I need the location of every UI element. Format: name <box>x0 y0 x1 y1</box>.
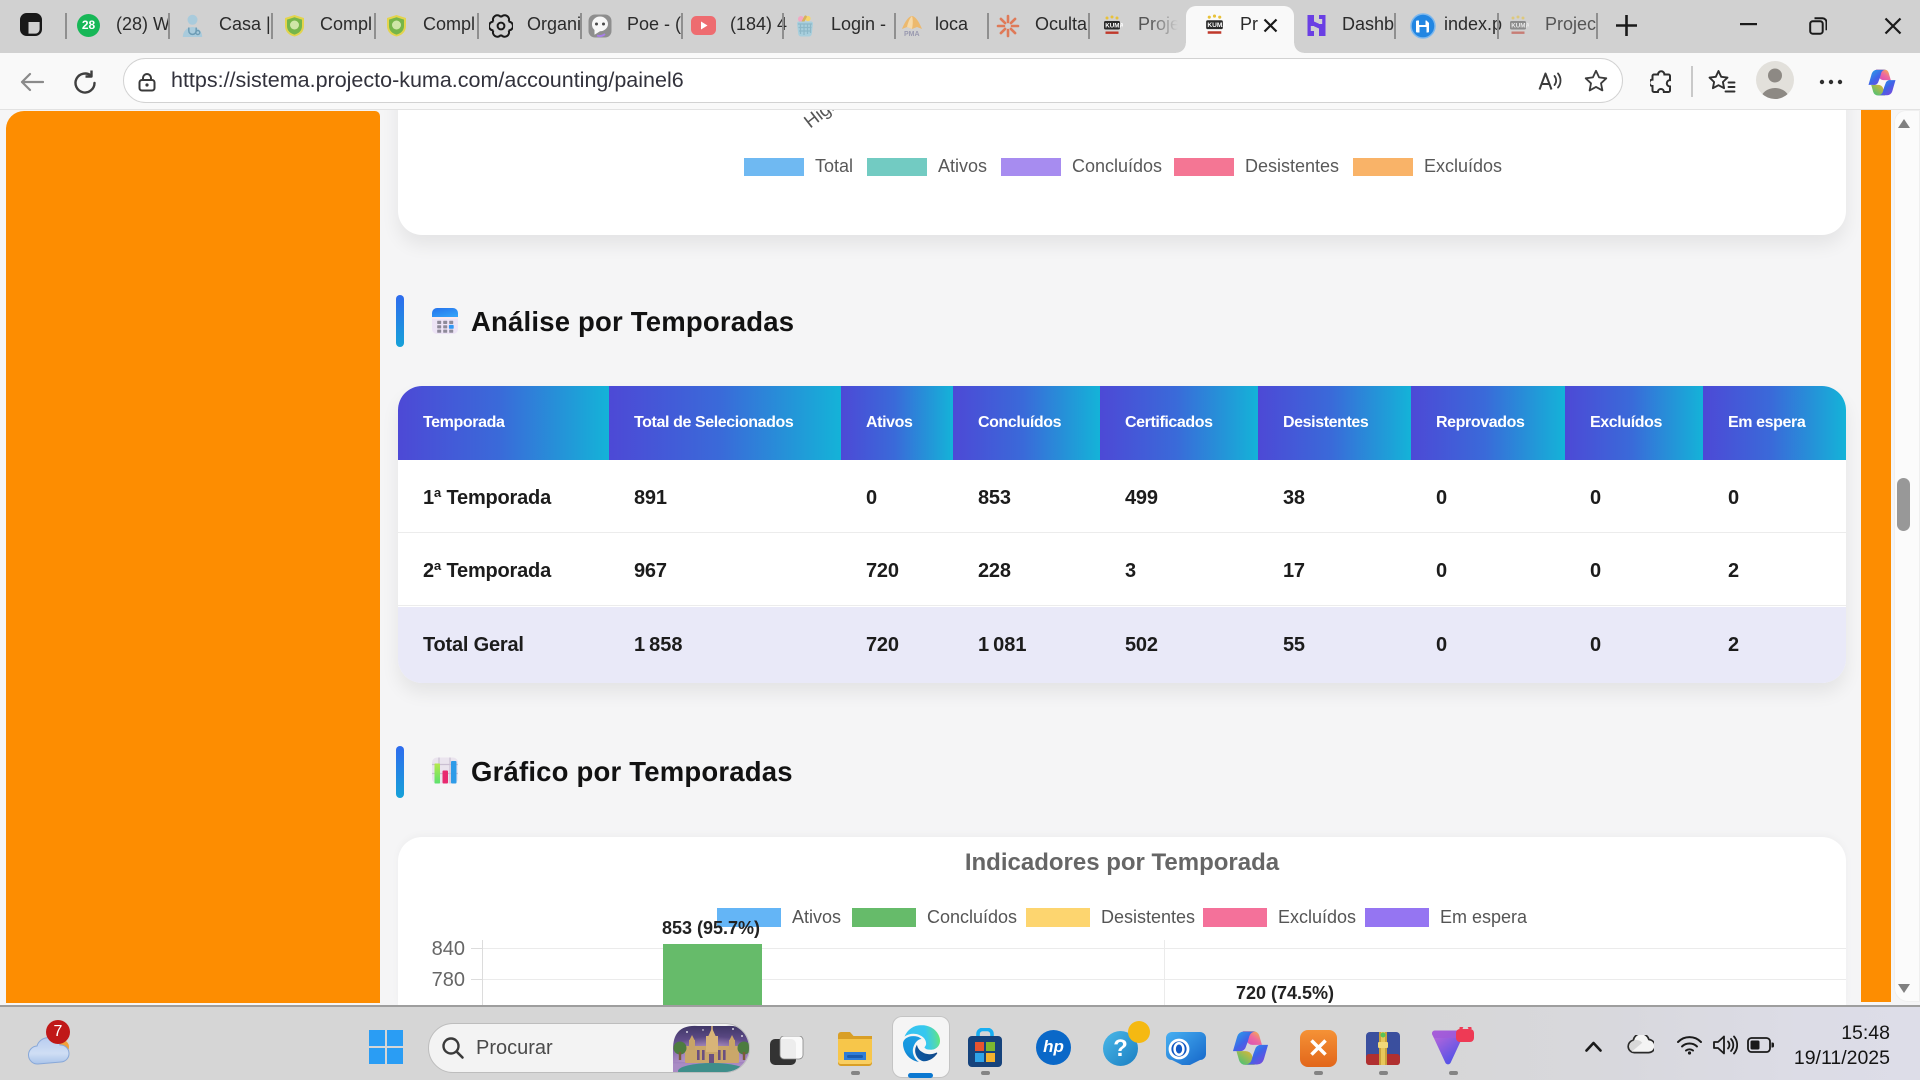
svg-text:PMA: PMA <box>904 31 920 37</box>
svg-text:KUMA: KUMA <box>1105 23 1123 30</box>
svg-text:KUMA: KUMA <box>1207 22 1226 29</box>
svg-text:KUMA: KUMA <box>1511 23 1529 30</box>
